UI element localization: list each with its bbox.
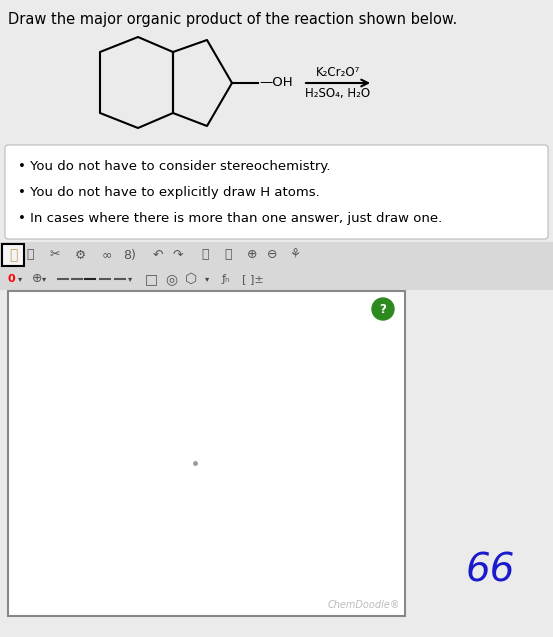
Text: ✂: ✂: [50, 248, 60, 262]
Text: H₂SO₄, H₂O: H₂SO₄, H₂O: [305, 87, 371, 100]
Text: 0: 0: [8, 274, 15, 284]
Text: ⭐: ⭐: [26, 248, 34, 262]
FancyBboxPatch shape: [2, 244, 24, 266]
Circle shape: [372, 298, 394, 320]
Text: 📍: 📍: [201, 248, 208, 262]
Text: □: □: [145, 272, 158, 286]
Text: ⚘: ⚘: [289, 248, 301, 262]
Text: ▾: ▾: [18, 275, 22, 283]
FancyBboxPatch shape: [8, 291, 405, 616]
Text: ▾: ▾: [42, 275, 46, 283]
FancyBboxPatch shape: [5, 145, 548, 239]
Text: ChemDoodle®: ChemDoodle®: [327, 600, 400, 610]
Text: ⬡: ⬡: [185, 272, 197, 286]
Text: 📋: 📋: [225, 248, 232, 262]
Text: ⊕: ⊕: [247, 248, 257, 262]
Text: Draw the major organic product of the reaction shown below.: Draw the major organic product of the re…: [8, 12, 457, 27]
Text: ↷: ↷: [173, 248, 183, 262]
Text: ƒₙ: ƒₙ: [222, 274, 231, 284]
Text: • You do not have to consider stereochemistry.: • You do not have to consider stereochem…: [18, 160, 331, 173]
FancyBboxPatch shape: [0, 242, 553, 268]
Text: 8): 8): [123, 248, 137, 262]
Text: ▾: ▾: [205, 275, 209, 283]
Text: [ ]±: [ ]±: [242, 274, 264, 284]
Text: —OH: —OH: [259, 76, 293, 90]
Text: • In cases where there is more than one answer, just draw one.: • In cases where there is more than one …: [18, 212, 442, 225]
Text: ✋: ✋: [9, 248, 17, 262]
Text: ⊕: ⊕: [32, 273, 43, 285]
Text: ?: ?: [379, 303, 387, 316]
FancyBboxPatch shape: [0, 268, 553, 290]
Text: ⊖: ⊖: [267, 248, 277, 262]
Text: 66: 66: [465, 551, 515, 589]
Text: ∞: ∞: [102, 248, 112, 262]
Text: • You do not have to explicitly draw H atoms.: • You do not have to explicitly draw H a…: [18, 186, 320, 199]
Text: ◎: ◎: [165, 272, 177, 286]
Text: K₂Cr₂O⁷: K₂Cr₂O⁷: [316, 66, 360, 79]
Text: ↶: ↶: [153, 248, 163, 262]
Text: ⚙: ⚙: [74, 248, 86, 262]
Text: ▾: ▾: [128, 275, 132, 283]
